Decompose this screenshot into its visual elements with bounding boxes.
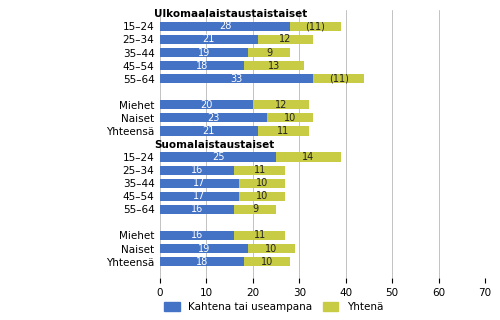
Bar: [267, 113, 313, 123]
Text: 10: 10: [256, 191, 268, 201]
Bar: [248, 244, 294, 253]
Bar: [239, 192, 286, 201]
Bar: [160, 153, 276, 162]
Text: 20: 20: [200, 100, 212, 110]
Text: 10: 10: [266, 244, 278, 253]
Text: 10: 10: [260, 257, 273, 267]
Text: 9: 9: [266, 48, 272, 58]
Text: 28: 28: [219, 21, 231, 31]
Bar: [290, 22, 341, 31]
Text: 10: 10: [284, 113, 296, 123]
Text: 11: 11: [254, 165, 266, 175]
Text: 18: 18: [196, 257, 208, 267]
Bar: [160, 48, 248, 57]
Text: 11: 11: [254, 230, 266, 240]
Text: (11): (11): [329, 74, 348, 84]
Text: 33: 33: [230, 74, 242, 84]
Bar: [276, 153, 341, 162]
Text: 25: 25: [212, 152, 224, 162]
Bar: [160, 257, 244, 266]
Bar: [253, 100, 308, 109]
Text: 9: 9: [252, 204, 258, 214]
Bar: [244, 61, 304, 70]
Bar: [160, 22, 290, 31]
Text: 23: 23: [207, 113, 220, 123]
Bar: [234, 165, 286, 175]
Text: 19: 19: [198, 48, 210, 58]
Bar: [160, 100, 253, 109]
Text: 16: 16: [191, 204, 203, 214]
Bar: [160, 179, 239, 188]
Text: 17: 17: [194, 191, 205, 201]
Bar: [234, 205, 276, 214]
Bar: [248, 48, 290, 57]
Bar: [313, 74, 364, 83]
Bar: [160, 205, 234, 214]
Text: (11): (11): [306, 21, 326, 31]
Text: 13: 13: [268, 60, 280, 71]
Bar: [234, 231, 286, 240]
Text: 12: 12: [279, 35, 291, 44]
Bar: [160, 61, 244, 70]
Text: 17: 17: [194, 178, 205, 188]
Bar: [239, 179, 286, 188]
Text: 21: 21: [202, 35, 215, 44]
Text: 10: 10: [256, 178, 268, 188]
Text: 19: 19: [198, 244, 210, 253]
Bar: [160, 165, 234, 175]
Bar: [160, 35, 258, 44]
Bar: [258, 35, 313, 44]
Text: 18: 18: [196, 60, 208, 71]
Bar: [160, 231, 234, 240]
Text: 16: 16: [191, 165, 203, 175]
Bar: [160, 244, 248, 253]
Text: 14: 14: [302, 152, 314, 162]
Text: 21: 21: [202, 126, 215, 136]
Text: 16: 16: [191, 230, 203, 240]
Bar: [160, 74, 313, 83]
Bar: [244, 257, 290, 266]
Bar: [258, 126, 308, 135]
Text: 12: 12: [274, 100, 287, 110]
Bar: [160, 126, 258, 135]
Legend: Kahtena tai useampana, Yhtenä: Kahtena tai useampana, Yhtenä: [160, 298, 388, 316]
Bar: [160, 192, 239, 201]
Text: 11: 11: [277, 126, 289, 136]
Bar: [160, 113, 267, 123]
